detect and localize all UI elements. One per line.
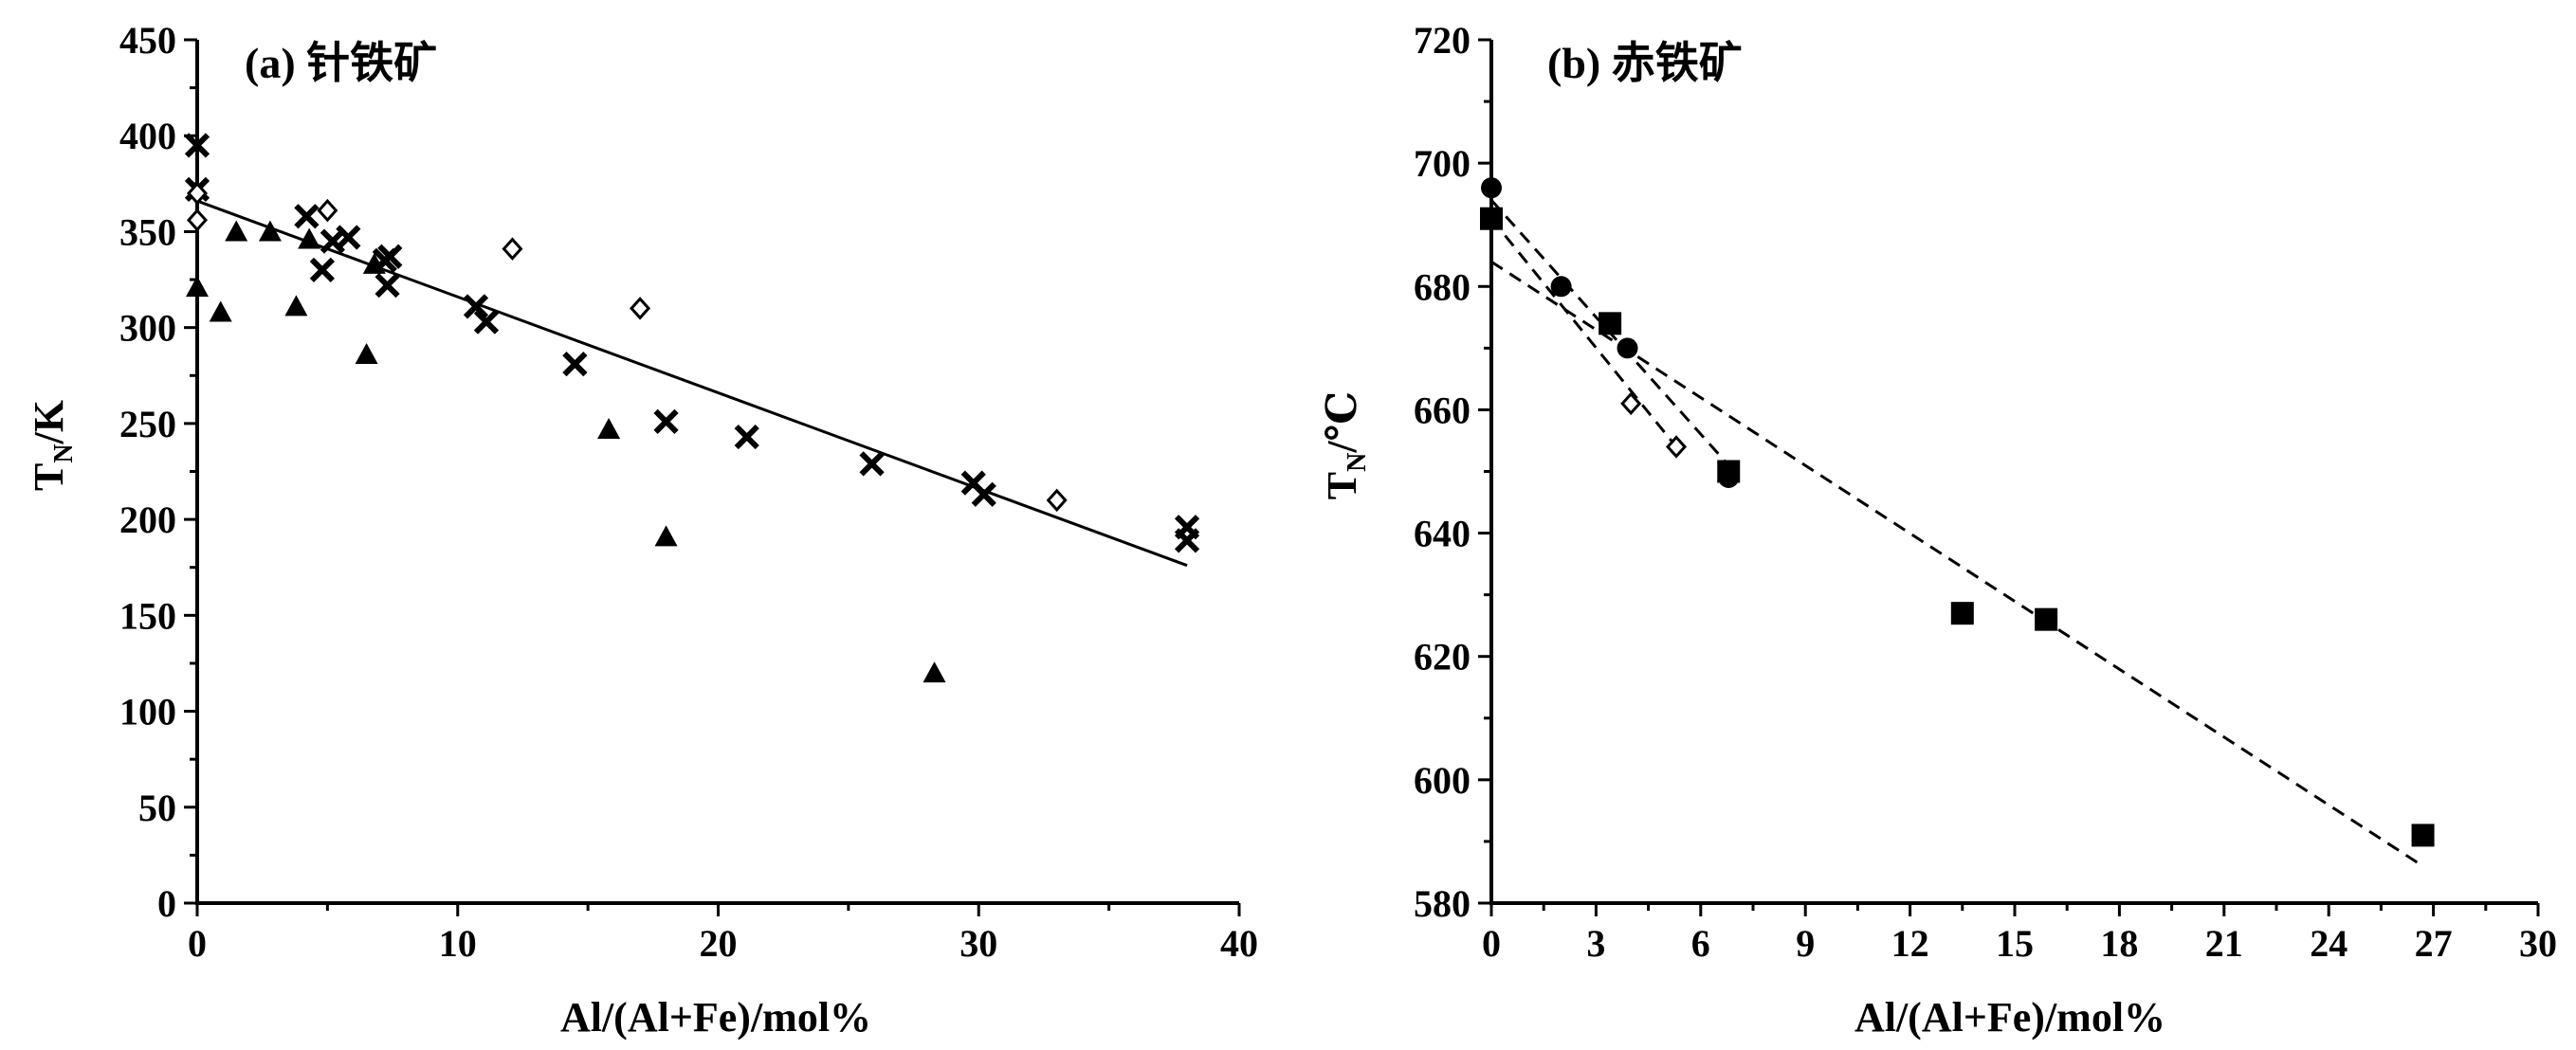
panel-b-point-diamond — [1666, 435, 1688, 459]
panel-b-x-tick-label: 24 — [2310, 922, 2348, 965]
panel-a-y-title-unit: /K — [26, 400, 72, 444]
panel-b-y-tick-label: 720 — [1414, 19, 1471, 62]
panel-a-point-cross — [336, 225, 361, 250]
panel-a-point-triangle — [923, 661, 946, 683]
panel-b-y-tick-label: 620 — [1414, 636, 1471, 679]
panel-a-point-cross — [562, 352, 588, 377]
panel-b-x-axis-title: Al/(Al+Fe)/mol% — [1854, 994, 2165, 1041]
panel-b-y-tick-label: 640 — [1414, 513, 1471, 555]
panel-a-y-axis-title: TN/K — [26, 400, 79, 491]
panel-a-point-cross — [377, 244, 403, 269]
panel-a-point-diamond — [186, 181, 209, 206]
panel-b-x-tick-label: 21 — [2205, 922, 2243, 965]
panel-a-x-tick-label: 40 — [1220, 922, 1258, 965]
panel-a-point-triangle — [355, 343, 378, 365]
panel-a-point-diamond — [630, 297, 651, 320]
panel-b-point-square — [1480, 207, 1503, 230]
panel-b-point-square — [2411, 824, 2435, 847]
panel-b-x-tick-label: 12 — [1891, 922, 1929, 965]
panel-a-x-tick-label: 30 — [959, 922, 997, 965]
panel-a-y-tick-label: 250 — [119, 403, 176, 445]
panel-b-x-tick-label: 15 — [1996, 922, 2034, 965]
panel-b-point-square — [1717, 460, 1741, 483]
panel-a-fit-line-1 — [196, 199, 1188, 568]
panel-a-point-triangle — [284, 295, 308, 317]
panel-a-y-tick-label: 200 — [119, 498, 176, 541]
panel-b-y-tick-label: 600 — [1414, 759, 1471, 802]
panel-a-point-cross — [859, 451, 885, 477]
panel-b-y-title-unit: /℃ — [1319, 391, 1365, 454]
panel-a-y-tick-label: 100 — [119, 691, 176, 733]
panel-a-y-tick-label: 450 — [119, 19, 176, 62]
panel-a-point-triangle — [225, 220, 248, 242]
panel-a-point-cross — [375, 273, 400, 299]
panel-a-point-triangle — [209, 300, 232, 322]
panel-b-point-square — [2035, 607, 2058, 631]
panel-b-y-tick-label: 680 — [1414, 265, 1471, 308]
panel-b-y-tick-label: 700 — [1414, 142, 1471, 185]
panel-a-x-tick-label: 20 — [700, 922, 738, 965]
panel-b-point-circle — [1481, 177, 1502, 199]
panel-a-y-tick-label: 50 — [138, 787, 176, 829]
panel-a-point-cross — [473, 309, 500, 335]
panel-a-point-diamond — [1046, 488, 1068, 513]
panel-b-y-axis-title: TN/℃ — [1319, 391, 1372, 500]
panel-b-x-tick-label: 9 — [1796, 922, 1815, 965]
panel-b-x-tick-label: 6 — [1691, 922, 1710, 965]
panel-a-point-cross — [309, 257, 336, 283]
panel-a-point-cross — [463, 294, 489, 319]
panel-b-x-tick-label: 0 — [1482, 922, 1501, 965]
panel-b-point-square — [1950, 602, 1974, 625]
panel-b-x-tick-label: 18 — [2100, 922, 2138, 965]
panel-a-point-triangle — [298, 227, 321, 249]
panel-b-point-circle — [1617, 337, 1638, 359]
panel-b-y-tick-label: 580 — [1414, 882, 1471, 925]
panel-b-x-tick-label: 3 — [1586, 922, 1605, 965]
panel-a-y-tick-label: 400 — [119, 115, 176, 157]
panel-b-point-square — [1599, 312, 1622, 335]
panel-a-point-diamond — [502, 237, 523, 261]
panel-a-title: (a) 针铁矿 — [245, 39, 437, 87]
panel-b-title: (b) 赤铁矿 — [1547, 39, 1743, 87]
panel-a-point-diamond — [186, 208, 209, 232]
panel-b-x-tick-label: 27 — [2415, 922, 2453, 965]
panel-a-y-tick-label: 300 — [119, 307, 176, 350]
panel-b-y-tick-label: 660 — [1414, 389, 1471, 431]
panel-a-point-triangle — [597, 417, 621, 439]
panel-b-x-tick-label: 30 — [2519, 922, 2557, 965]
panel-a-point-cross — [653, 408, 679, 434]
panel-a-point-triangle — [186, 276, 209, 298]
panel-a-y-title-main: T — [26, 463, 72, 491]
panel-a-y-tick-label: 150 — [119, 594, 176, 637]
panel-a-x-axis-title: Al/(Al+Fe)/mol% — [560, 994, 871, 1041]
panel-a-y-tick-label: 350 — [119, 210, 176, 253]
panel-a-point-cross — [184, 133, 210, 158]
panel-a-point-diamond — [317, 198, 338, 223]
panel-a-goethite: (a) 针铁矿 Al/(Al+Fe)/mol% TN/K 0 10 20 30 4005… — [26, 19, 1258, 1041]
panel-a-point-cross — [294, 204, 320, 229]
panel-a-point-triangle — [654, 525, 678, 547]
panel-b-point-diamond — [1620, 391, 1642, 416]
panel-b-point-circle — [1550, 276, 1572, 298]
panel-a-y-title-sub: N — [49, 444, 79, 462]
panel-a-point-triangle — [258, 220, 282, 242]
panel-b-y-title-main: T — [1319, 472, 1365, 499]
panel-a-point-triangle — [362, 252, 386, 274]
panel-a-x-tick-label: 10 — [439, 922, 477, 965]
panel-a-point-cross — [971, 481, 996, 507]
panel-a-y-tick-label: 0 — [157, 882, 176, 925]
panel-b-hematite: (b) 赤铁矿 Al/(Al+Fe)/mol% TN/℃ 0 3 6 9 12 15 18 2… — [1319, 19, 2557, 1041]
panel-a-x-tick-label: 0 — [188, 922, 207, 965]
panel-b-fit-line-1 — [1490, 260, 2424, 868]
panel-a-point-cross — [1174, 528, 1200, 553]
panel-b-y-title-sub: N — [1343, 453, 1372, 472]
panel-a-point-cross — [734, 424, 759, 450]
panel-b-fit-line-3 — [1489, 217, 1678, 448]
